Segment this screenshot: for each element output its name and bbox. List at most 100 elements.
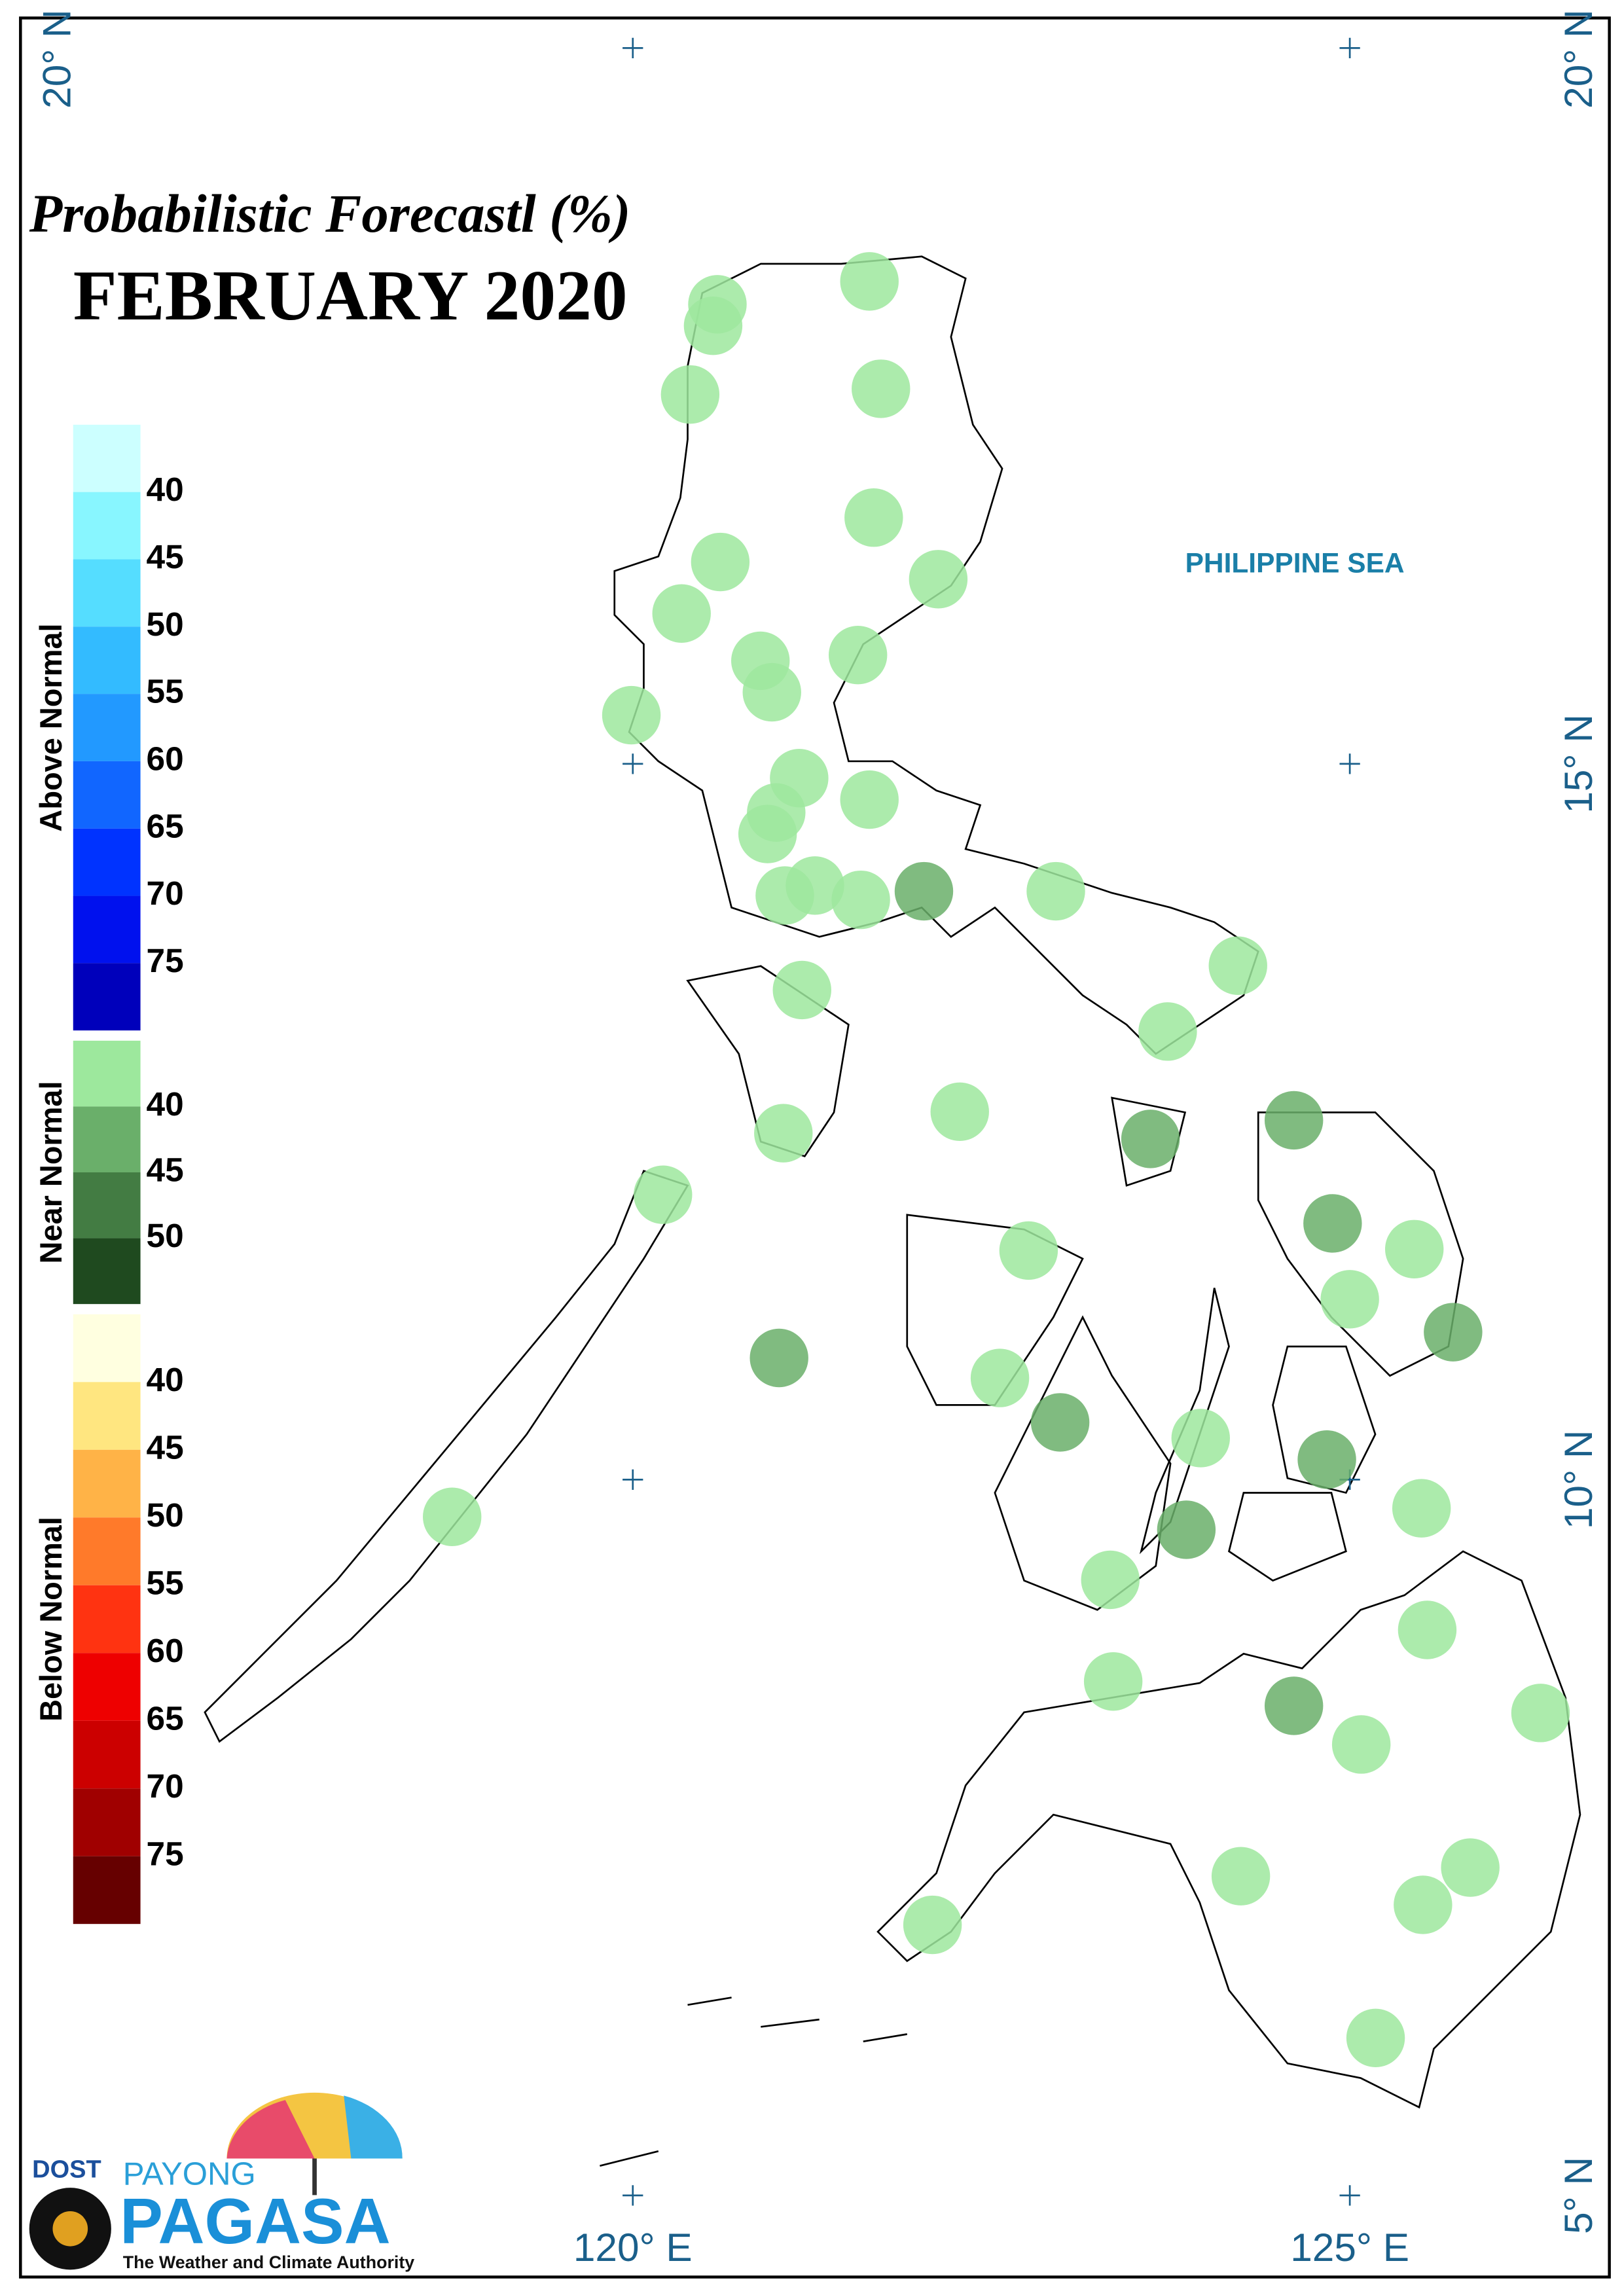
- legend-swatch: [73, 694, 141, 761]
- graticule-cross: [1339, 753, 1360, 774]
- logo-seal-center: [52, 2211, 88, 2247]
- station-point: [930, 1082, 989, 1142]
- legend-swatch: [73, 1585, 141, 1653]
- lat-label: 5° N: [1556, 2157, 1600, 2234]
- leyte: [1272, 1345, 1377, 1494]
- station-point: [1083, 1652, 1143, 1711]
- legend-label: 75: [147, 941, 184, 979]
- legend-swatch: [73, 424, 141, 492]
- station-point: [683, 296, 743, 355]
- graticule-cross: [623, 753, 643, 774]
- legend-label: 40: [147, 470, 184, 508]
- station-point: [749, 1328, 808, 1388]
- station-point: [1331, 1715, 1391, 1774]
- legend-swatch: [73, 1856, 141, 1925]
- legend-label: 50: [147, 605, 184, 643]
- map-title: Probabilistic Forecastl (%): [29, 183, 631, 244]
- legend-label: 65: [147, 1699, 184, 1737]
- legend-label: 45: [147, 537, 184, 575]
- station-point: [1030, 1393, 1090, 1452]
- logo-tagline: The Weather and Climate Authority: [123, 2252, 415, 2272]
- station-point: [828, 625, 888, 685]
- lat-label: 20° N: [34, 9, 79, 109]
- station-point: [742, 662, 801, 722]
- lon-label: 125° E: [1290, 2225, 1409, 2269]
- logo-umbrella-red: [226, 2100, 315, 2159]
- lat-label: 20° N: [1556, 9, 1600, 109]
- legend-swatch: [73, 1653, 141, 1721]
- station-point: [831, 870, 890, 930]
- luzon: [613, 255, 1259, 1055]
- graticule-cross: [623, 1469, 643, 1491]
- masbate: [1111, 1096, 1187, 1187]
- station-point: [1320, 1270, 1379, 1329]
- station-point: [1346, 2008, 1405, 2068]
- legend-group-title: Below Normal: [34, 1517, 68, 1722]
- station-point: [1211, 1847, 1271, 1906]
- legend-label: 40: [147, 1085, 184, 1123]
- station-point: [844, 488, 903, 547]
- legend-swatch: [73, 1517, 141, 1585]
- station-point: [754, 1104, 813, 1163]
- legend-swatch: [73, 1314, 141, 1382]
- map-subtitle: FEBRUARY 2020: [73, 255, 628, 335]
- station-point: [1171, 1409, 1230, 1468]
- station-point: [894, 861, 954, 921]
- legend-swatch: [73, 1238, 141, 1305]
- legend-label: 45: [147, 1428, 184, 1466]
- legend-swatch: [73, 1106, 141, 1172]
- legend-group-title: Near Normal: [34, 1081, 68, 1263]
- legend-group-title: Above Normal: [34, 623, 68, 831]
- station-point: [1081, 1550, 1140, 1610]
- cebu: [1139, 1288, 1230, 1555]
- station-point: [1297, 1430, 1356, 1489]
- samar: [1257, 1111, 1464, 1377]
- station-point: [999, 1221, 1058, 1280]
- logo-umbrella-blue: [344, 2095, 403, 2159]
- legend-swatch: [73, 1449, 141, 1518]
- station-point: [1424, 1303, 1483, 1362]
- legend-swatch: [73, 1788, 141, 1856]
- graticule-cross: [1339, 2185, 1360, 2206]
- station-point: [1398, 1600, 1457, 1659]
- station-point: [652, 584, 711, 643]
- station-point: [840, 252, 899, 311]
- station-point: [1511, 1684, 1570, 1743]
- station-point: [634, 1165, 693, 1224]
- legend-label: 60: [147, 740, 184, 778]
- legend-label: 55: [147, 1563, 184, 1601]
- station-point: [423, 1487, 482, 1546]
- legend-swatch: [73, 895, 141, 964]
- palawan: [204, 1170, 689, 1743]
- legend-label: 45: [147, 1151, 184, 1189]
- legend-label: 40: [147, 1360, 184, 1398]
- lat-label: 15° N: [1556, 714, 1600, 814]
- station-point: [840, 770, 899, 829]
- station-point: [1392, 1479, 1451, 1538]
- station-point: [1441, 1838, 1500, 1897]
- graticule-cross: [623, 37, 643, 59]
- station-point: [1208, 936, 1267, 995]
- legend-label: 50: [147, 1496, 184, 1534]
- station-point: [660, 365, 720, 424]
- station-point: [602, 685, 661, 745]
- legend-swatch: [73, 1720, 141, 1789]
- graticule-cross: [623, 2185, 643, 2206]
- negros: [994, 1315, 1172, 1611]
- station-point: [909, 550, 968, 609]
- legend-label: 55: [147, 672, 184, 710]
- legend-swatch: [73, 1382, 141, 1450]
- legend-swatch: [73, 492, 141, 560]
- logo-dost: DOST: [32, 2156, 101, 2184]
- legend-swatch: [73, 963, 141, 1031]
- station-point: [852, 359, 911, 418]
- station-point: [970, 1348, 1030, 1407]
- coastlines: [204, 255, 1581, 2167]
- legend-label: 50: [147, 1216, 184, 1254]
- legend-label: 60: [147, 1631, 184, 1669]
- bohol: [1227, 1492, 1347, 1582]
- station-point: [1121, 1110, 1180, 1168]
- graticule-cross: [1339, 37, 1360, 59]
